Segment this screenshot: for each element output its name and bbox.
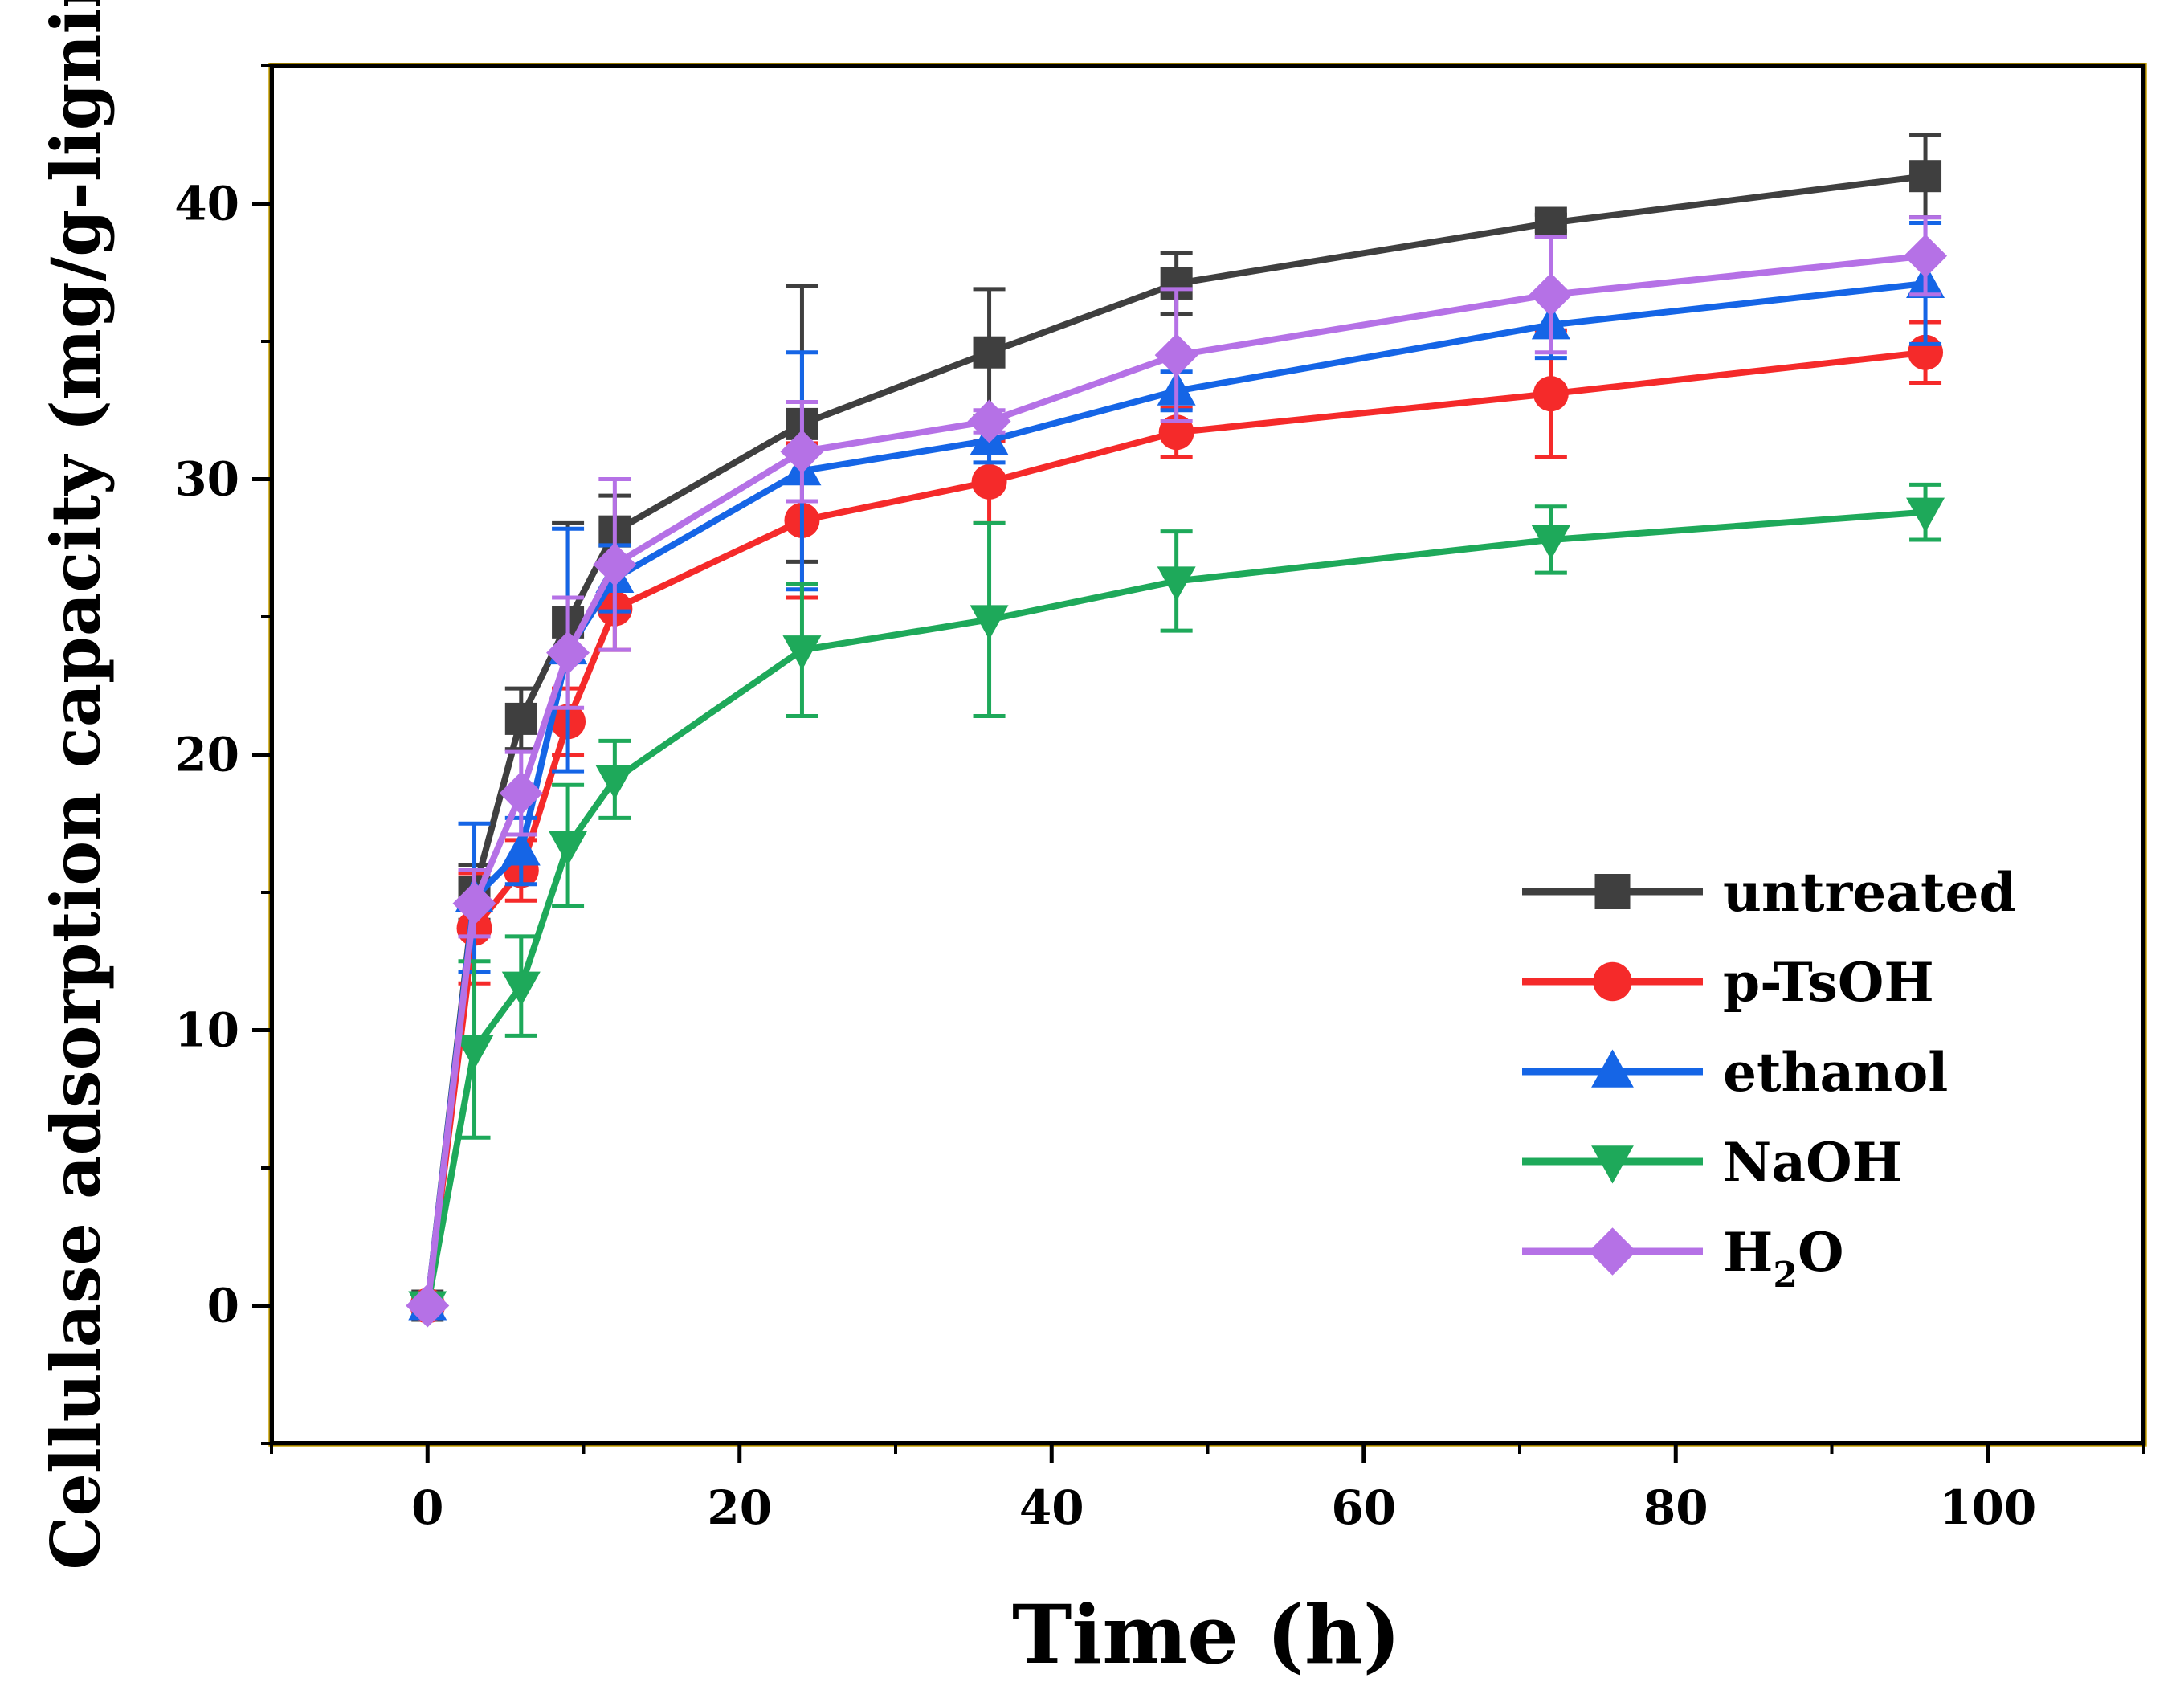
legend-marker bbox=[1588, 1227, 1637, 1276]
data-point bbox=[971, 463, 1007, 500]
data-point bbox=[595, 765, 635, 800]
y-tick-label: 30 bbox=[174, 452, 239, 507]
legend-label: ethanol bbox=[1723, 1041, 1948, 1104]
legend-label: p-TsOH bbox=[1723, 951, 1934, 1014]
legend-label-subscript: 2 bbox=[1773, 1255, 1798, 1296]
series-5 bbox=[406, 215, 1948, 1328]
y-tick-label: 10 bbox=[174, 1003, 239, 1058]
legend-marker bbox=[1593, 961, 1632, 1002]
data-point bbox=[1909, 160, 1942, 193]
series-line bbox=[424, 349, 1926, 1306]
legend-marker bbox=[1594, 874, 1631, 909]
data-point bbox=[782, 635, 822, 671]
data-point bbox=[1904, 234, 1948, 278]
x-tick-label: 80 bbox=[1643, 1480, 1708, 1535]
series-4 bbox=[408, 482, 1945, 1326]
data-point bbox=[1531, 525, 1570, 560]
x-tick-label: 20 bbox=[707, 1480, 772, 1535]
x-tick-label: 0 bbox=[411, 1480, 443, 1535]
data-point bbox=[1533, 376, 1569, 412]
legend-label: H2O bbox=[1723, 1221, 1843, 1296]
legend-item-2: p-TsOH bbox=[1522, 951, 1934, 1014]
x-tick-label: 60 bbox=[1331, 1480, 1396, 1535]
data-point bbox=[504, 702, 537, 735]
series-line bbox=[424, 173, 1926, 1306]
data-point bbox=[593, 542, 637, 586]
legend-item-3: ethanol bbox=[1522, 1041, 1948, 1104]
y-tick-label: 40 bbox=[174, 177, 239, 231]
legend-item-5: H2O bbox=[1522, 1221, 1843, 1296]
data-point bbox=[406, 1284, 450, 1328]
data-point bbox=[970, 605, 1009, 640]
y-tick-label: 0 bbox=[207, 1279, 239, 1333]
data-point bbox=[780, 430, 824, 474]
axis-ticks: 0 20 40 60 80 100 0 10 20 30 40 bbox=[174, 64, 2145, 1535]
data-point bbox=[1906, 497, 1945, 533]
series-line bbox=[424, 252, 1926, 1306]
data-point bbox=[455, 1035, 494, 1070]
data-point bbox=[501, 831, 541, 866]
data-point bbox=[1157, 566, 1196, 602]
data-point bbox=[1534, 206, 1567, 239]
legend-label: NaOH bbox=[1723, 1131, 1902, 1194]
data-point bbox=[967, 399, 1011, 443]
legend-marker bbox=[1591, 1049, 1634, 1088]
x-tick-label: 40 bbox=[1019, 1480, 1084, 1535]
data-point bbox=[1158, 414, 1194, 451]
data-point bbox=[452, 881, 496, 925]
series-2 bbox=[410, 320, 1944, 1324]
series-line bbox=[424, 508, 1926, 1307]
y-tick-label: 20 bbox=[174, 728, 239, 782]
plot-frame bbox=[268, 63, 2147, 1447]
series-line bbox=[424, 280, 1926, 1306]
legend-label-main: H bbox=[1723, 1221, 1773, 1284]
data-point bbox=[1154, 333, 1198, 378]
data-point bbox=[546, 631, 590, 675]
data-point bbox=[973, 336, 1006, 369]
data-point bbox=[499, 771, 543, 815]
data-point bbox=[549, 831, 588, 866]
legend-item-4: NaOH bbox=[1522, 1131, 1902, 1194]
series-group bbox=[406, 133, 1948, 1328]
legend-item-1: untreated bbox=[1522, 861, 2016, 924]
x-tick-label: 100 bbox=[1939, 1480, 2036, 1535]
data-point bbox=[501, 971, 541, 1006]
legend-label: untreated bbox=[1723, 861, 2016, 924]
legend-label-tail: O bbox=[1798, 1221, 1844, 1284]
data-point bbox=[1529, 272, 1573, 316]
x-axis-title: Time (h) bbox=[1012, 1587, 1401, 1682]
legend: untreated p-TsOH ethanol NaOH H2O bbox=[1522, 861, 2016, 1296]
y-axis-title: Cellulase adsorption capacity (mg/g-lign… bbox=[36, 0, 116, 1570]
legend-marker bbox=[1591, 1145, 1634, 1184]
plot-border-accent bbox=[268, 63, 2147, 1447]
